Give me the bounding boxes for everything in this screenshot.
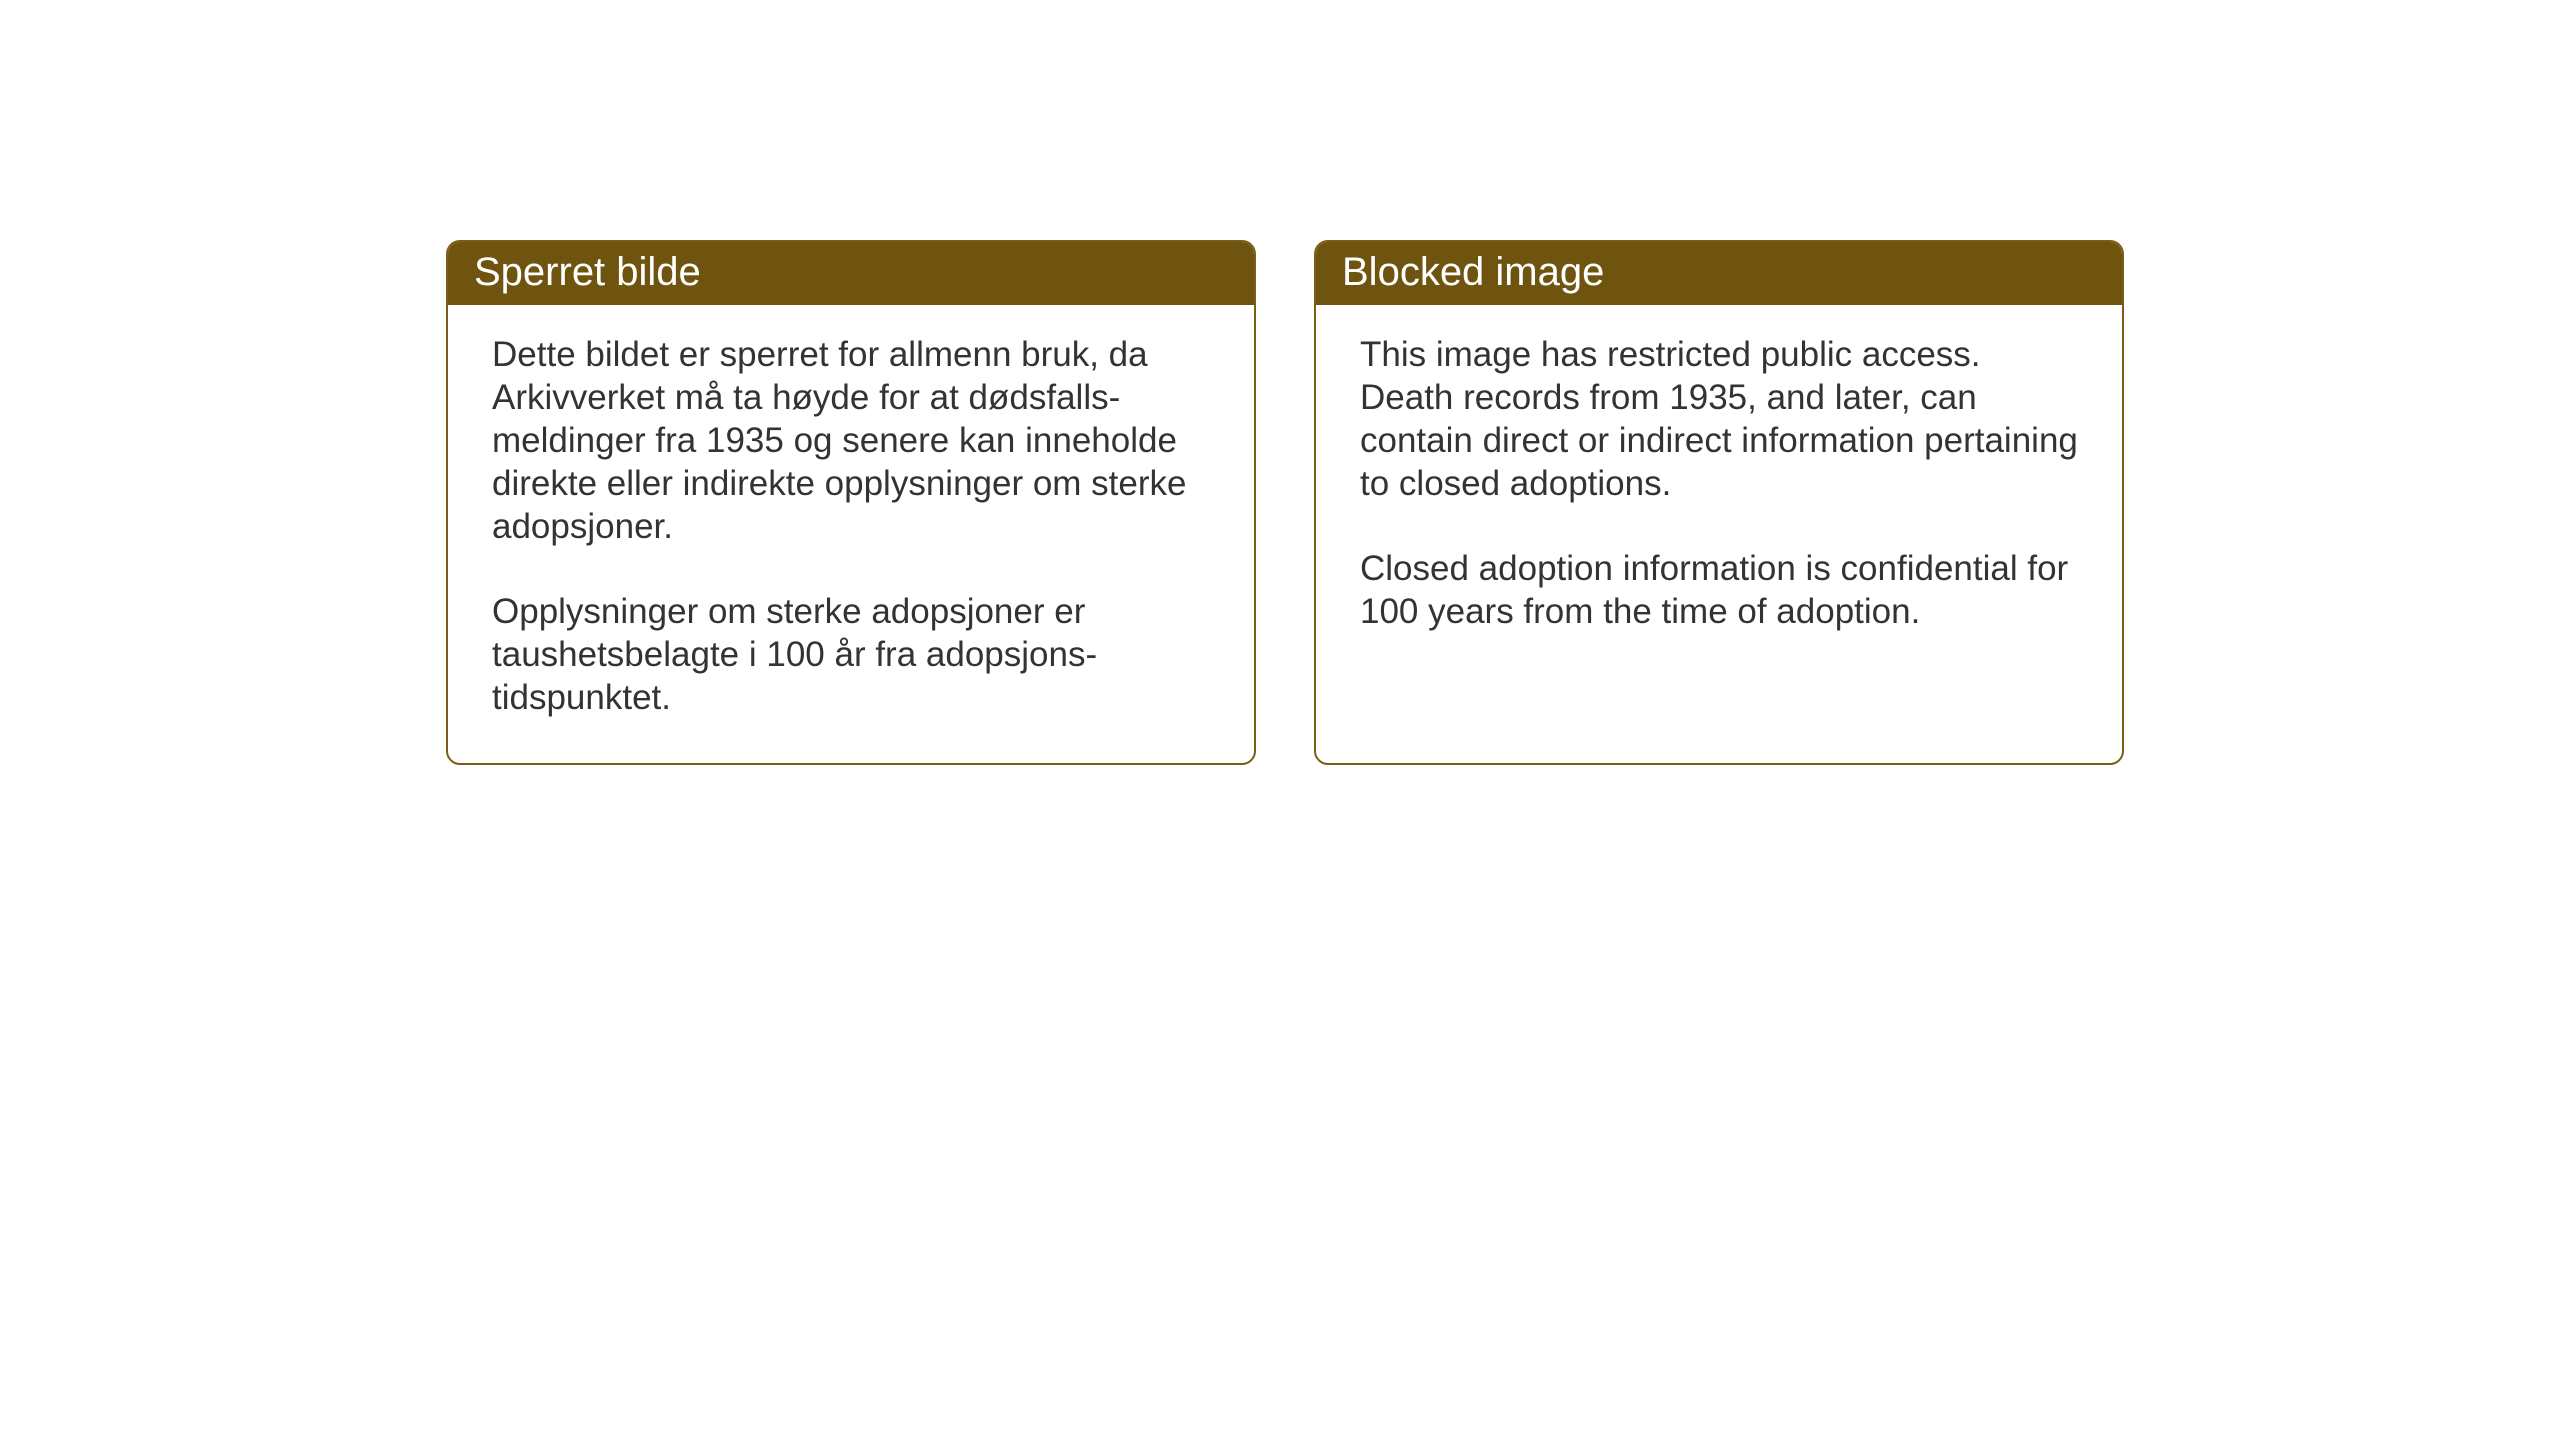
notice-paragraph: Closed adoption information is confident…	[1360, 547, 2078, 633]
notice-card-english: Blocked image This image has restricted …	[1314, 240, 2124, 765]
notice-card-norwegian: Sperret bilde Dette bildet er sperret fo…	[446, 240, 1256, 765]
notice-paragraph: This image has restricted public access.…	[1360, 333, 2078, 505]
notice-paragraph: Opplysninger om sterke adopsjoner er tau…	[492, 590, 1210, 719]
card-header: Sperret bilde	[448, 242, 1254, 305]
card-body: This image has restricted public access.…	[1316, 305, 2122, 677]
card-title: Sperret bilde	[474, 250, 701, 294]
card-title: Blocked image	[1342, 250, 1604, 294]
card-header: Blocked image	[1316, 242, 2122, 305]
notice-paragraph: Dette bildet er sperret for allmenn bruk…	[492, 333, 1210, 548]
notice-container: Sperret bilde Dette bildet er sperret fo…	[446, 240, 2124, 765]
card-body: Dette bildet er sperret for allmenn bruk…	[448, 305, 1254, 763]
